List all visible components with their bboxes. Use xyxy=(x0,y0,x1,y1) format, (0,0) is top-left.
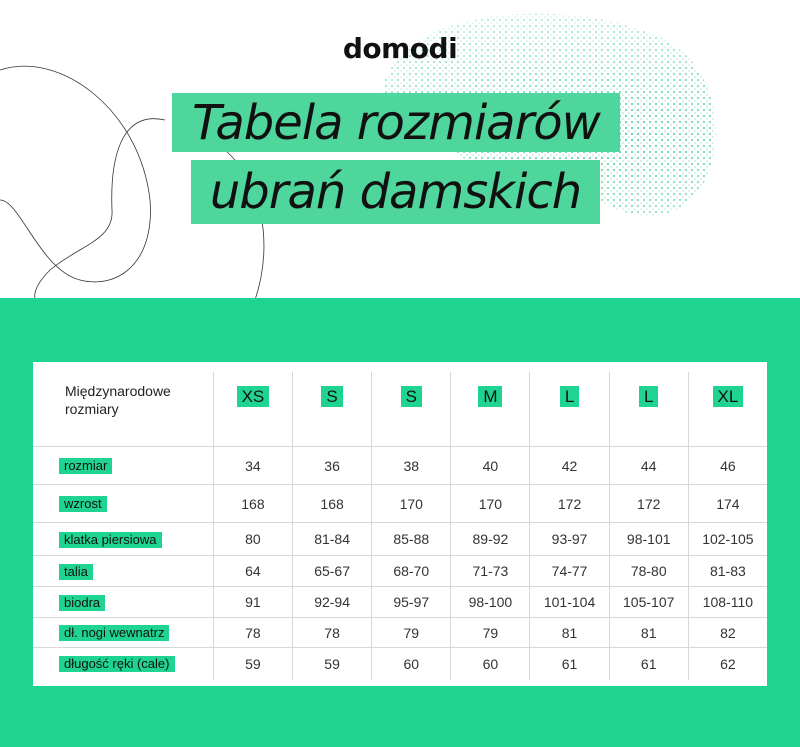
table-row: biodra 91 92-94 95-97 98-100 101-104 105-107 10… xyxy=(33,586,767,618)
value-cell: 40 xyxy=(450,446,530,485)
line-curve-1 xyxy=(0,65,151,283)
row-label: długość ręki (cale) xyxy=(59,656,175,673)
value-cell: 168 xyxy=(292,484,372,523)
size-badge: S xyxy=(400,386,422,407)
value-cell: 168 xyxy=(212,484,293,523)
value-cell: 59 xyxy=(292,647,372,680)
value-cell: 36 xyxy=(292,446,372,485)
value-cell: 81 xyxy=(608,617,689,648)
value-cell: 174 xyxy=(687,484,767,523)
table-row: dł. nogi wewnatrz 78 78 79 79 81 81 82 xyxy=(33,617,767,648)
size-header-cell: M xyxy=(450,372,530,447)
value-cell: 71-73 xyxy=(450,555,530,587)
value-cell: 79 xyxy=(371,617,451,648)
value-cell: 92-94 xyxy=(292,586,372,618)
value-cell: 95-97 xyxy=(371,586,451,618)
size-header-cell: XS xyxy=(212,372,293,447)
size-header-cell: XL xyxy=(687,372,767,447)
value-cell: 82 xyxy=(687,617,767,648)
value-cell: 172 xyxy=(608,484,689,523)
value-cell: 74-77 xyxy=(529,555,610,587)
row-label: rozmiar xyxy=(59,458,113,474)
value-cell: 81 xyxy=(529,617,610,648)
value-cell: 78 xyxy=(292,617,372,648)
size-badge: M xyxy=(478,386,503,407)
table-row: wzrost 168 168 170 170 172 172 174 xyxy=(33,484,767,523)
header-row: Międzynarodowe rozmiary XS S S M L L XL xyxy=(33,372,767,447)
value-cell: 62 xyxy=(687,647,767,680)
row-label: wzrost xyxy=(59,496,107,512)
value-cell: 46 xyxy=(687,446,767,485)
line-curve-2 xyxy=(34,118,166,300)
value-cell: 79 xyxy=(450,617,530,648)
table-row: rozmiar 34 36 38 40 42 44 46 xyxy=(33,446,767,485)
size-header-cell: L xyxy=(608,372,689,447)
value-cell: 38 xyxy=(371,446,451,485)
size-table-card: Międzynarodowe rozmiary XS S S M L L XL rozmia… xyxy=(33,362,767,686)
value-cell: 60 xyxy=(371,647,451,680)
size-badge: L xyxy=(638,386,659,407)
value-cell: 170 xyxy=(371,484,451,523)
value-cell: 102-105 xyxy=(687,522,767,556)
title-line-2: ubrań damskich xyxy=(191,160,600,224)
value-cell: 68-70 xyxy=(371,555,451,587)
size-header-cell: L xyxy=(529,372,610,447)
value-cell: 42 xyxy=(529,446,610,485)
table-row: długość ręki (cale) 59 59 60 60 61 61 62 xyxy=(33,647,767,680)
row-label: biodra xyxy=(59,594,106,611)
value-cell: 91 xyxy=(212,586,293,618)
value-cell: 98-101 xyxy=(608,522,689,556)
value-cell: 101-104 xyxy=(529,586,610,618)
value-cell: 65-67 xyxy=(292,555,372,587)
size-badge: XS xyxy=(236,386,270,407)
value-cell: 172 xyxy=(529,484,610,523)
value-cell: 105-107 xyxy=(608,586,689,618)
table-row: talia 64 65-67 68-70 71-73 74-77 78-80 81-83 xyxy=(33,555,767,587)
value-cell: 61 xyxy=(608,647,689,680)
title-line-1: Tabela rozmiarów xyxy=(172,93,620,152)
size-badge: XL xyxy=(712,386,744,407)
value-cell: 80 xyxy=(212,522,293,556)
value-cell: 170 xyxy=(450,484,530,523)
size-header-cell: S xyxy=(371,372,451,447)
value-cell: 61 xyxy=(529,647,610,680)
value-cell: 78-80 xyxy=(608,555,689,587)
row-label-cell: wzrost xyxy=(33,484,214,523)
header-label: Międzynarodowe rozmiary xyxy=(33,372,214,447)
domodi-logo: domodi xyxy=(342,32,458,65)
value-cell: 34 xyxy=(212,446,293,485)
row-label-cell: dł. nogi wewnatrz xyxy=(33,617,214,648)
row-label-cell: długość ręki (cale) xyxy=(33,648,213,680)
value-cell: 93-97 xyxy=(529,522,610,556)
value-cell: 78 xyxy=(212,617,293,648)
value-cell: 60 xyxy=(450,647,530,680)
value-cell: 89-92 xyxy=(450,522,530,556)
table-row: klatka piersiowa 80 81-84 85-88 89-92 93-97 98… xyxy=(33,522,767,556)
value-cell: 59 xyxy=(212,647,293,680)
size-badge: S xyxy=(321,386,343,407)
row-label-cell: talia xyxy=(33,555,214,587)
value-cell: 64 xyxy=(212,555,293,587)
row-label: dł. nogi wewnatrz xyxy=(59,625,170,641)
value-cell: 81-83 xyxy=(687,555,767,587)
row-label-cell: biodra xyxy=(33,586,214,618)
size-header-cell: S xyxy=(292,372,372,447)
row-label: talia xyxy=(59,563,93,580)
value-cell: 108-110 xyxy=(687,586,767,618)
value-cell: 98-100 xyxy=(450,586,530,618)
size-table: Międzynarodowe rozmiary XS S S M L L XL rozmia… xyxy=(33,372,767,680)
row-label: klatka piersiowa xyxy=(59,531,162,548)
size-badge: L xyxy=(559,386,580,407)
value-cell: 85-88 xyxy=(371,522,451,556)
row-label-cell: rozmiar xyxy=(33,446,214,485)
value-cell: 81-84 xyxy=(292,522,372,556)
value-cell: 44 xyxy=(608,446,689,485)
row-label-cell: klatka piersiowa xyxy=(33,522,214,556)
